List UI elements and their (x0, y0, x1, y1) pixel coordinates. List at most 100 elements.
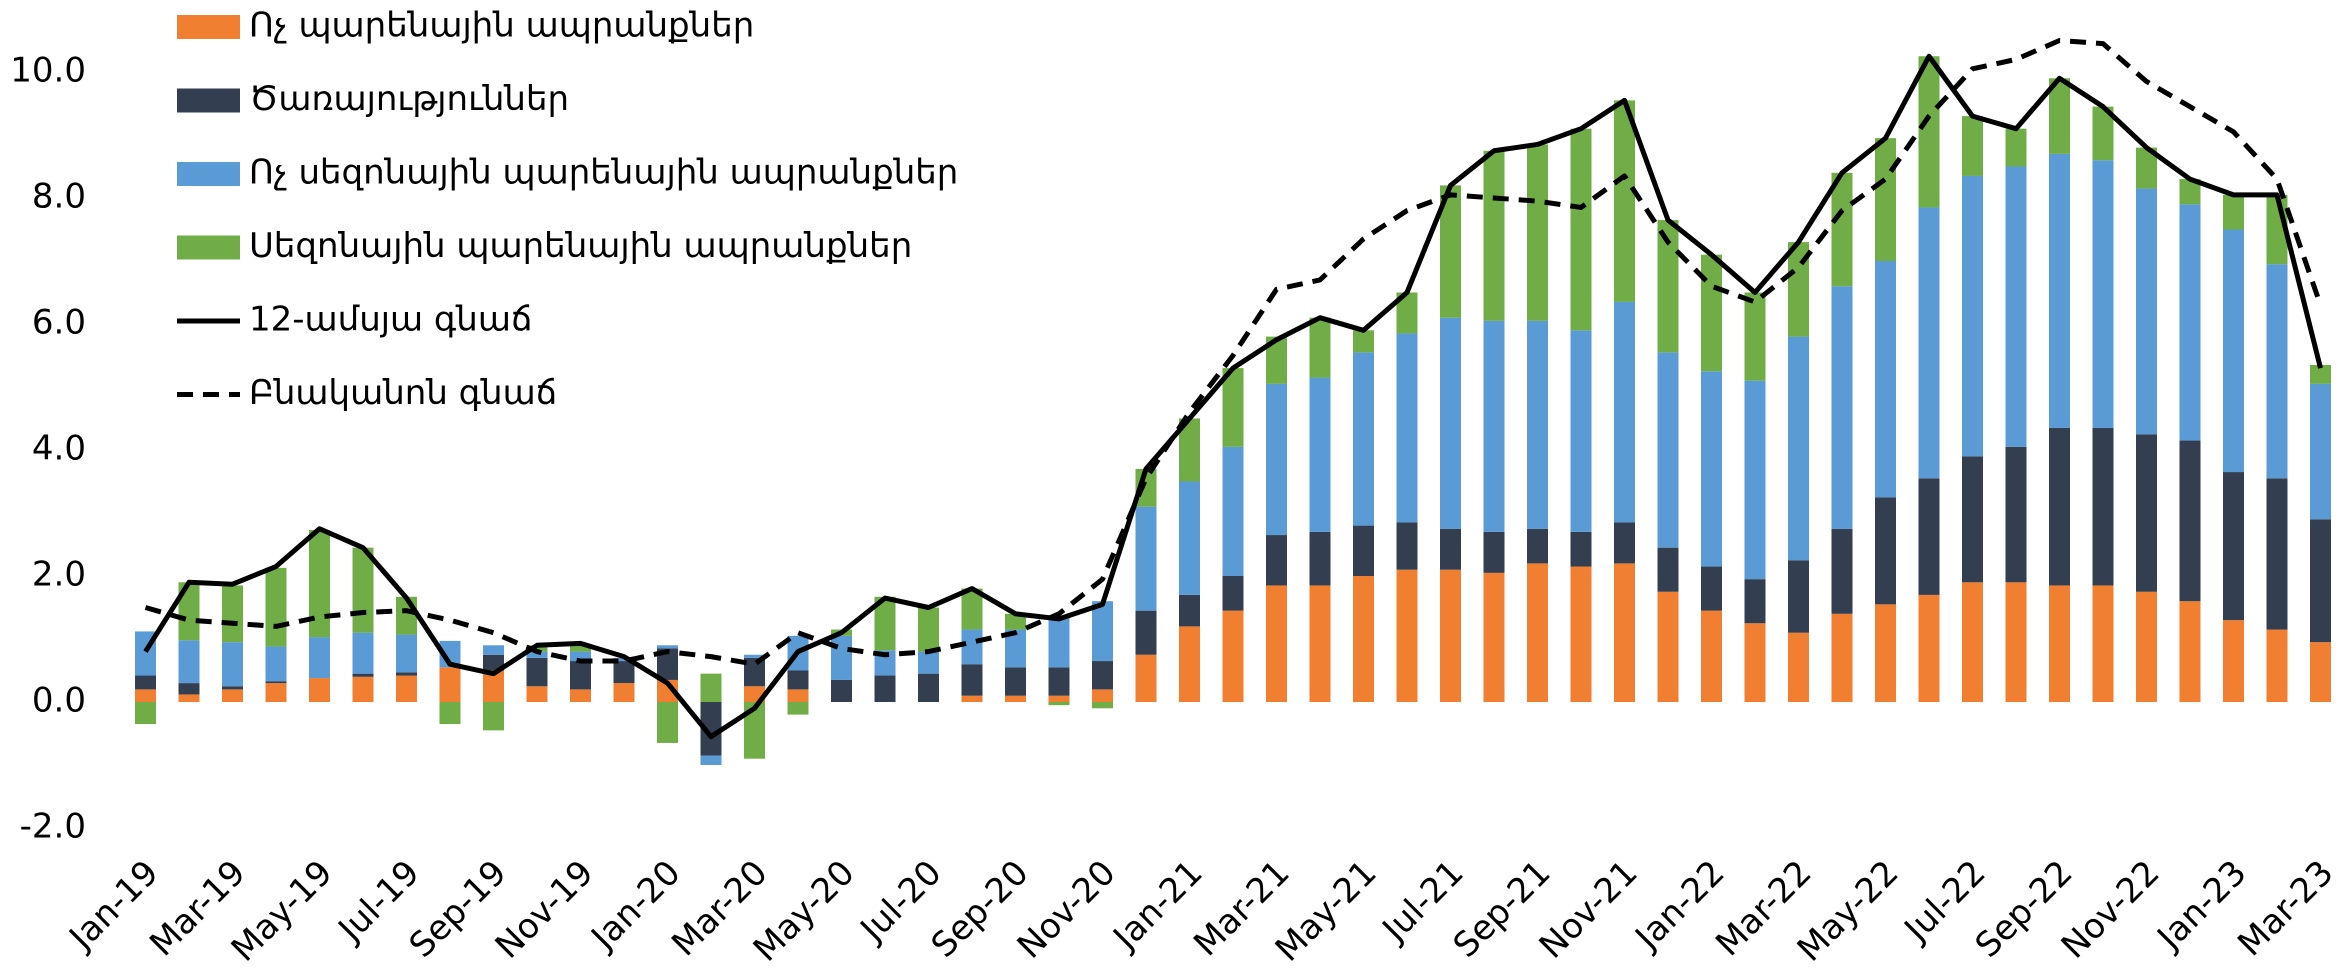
bar-segment (874, 675, 896, 702)
bar-segment (265, 646, 287, 682)
bar-segment (1483, 150, 1505, 321)
bar-segment (1701, 371, 1722, 567)
bar-segment (135, 675, 156, 690)
bar-segment (1048, 616, 1070, 668)
bar-segment (526, 686, 548, 702)
bar-segment (222, 642, 243, 687)
bar-segment (1701, 254, 1722, 372)
x-tick-label: Nov-20 (1010, 853, 1124, 967)
bar-segment (1614, 522, 1635, 564)
bar-segment (1440, 317, 1461, 529)
bar-segment (1875, 604, 1896, 702)
x-tick-label: Nov-19 (488, 853, 602, 967)
bar-segment (1179, 481, 1200, 595)
bar-segment (613, 683, 635, 702)
bar-segment (918, 607, 939, 652)
bar-segment (222, 686, 243, 690)
bar-segment (700, 673, 722, 702)
bar-segment (1092, 702, 1113, 709)
bar-segment (1744, 380, 1766, 580)
bar-segment (222, 585, 243, 643)
bar-segment (1396, 292, 1418, 334)
bar-segment (135, 702, 156, 725)
bar-segment (657, 702, 678, 743)
bar-segment (1744, 292, 1766, 381)
bar-segment (1657, 591, 1679, 702)
bar-segment (700, 755, 722, 765)
bar-segment (2136, 591, 2157, 702)
bar-segment (1222, 368, 1244, 447)
legend-swatch (177, 162, 240, 186)
bar-segment (570, 645, 591, 652)
bar-segment (1179, 418, 1200, 482)
bar-segment (1135, 654, 1157, 702)
bar-segment (2310, 383, 2331, 520)
bar-segment (1309, 531, 1331, 586)
bar-segment (1918, 56, 1940, 208)
y-tick-label: 4.0 (32, 429, 86, 469)
bar-segment (2092, 585, 2114, 702)
bar-segment (1614, 100, 1635, 302)
bar-segment (1353, 525, 1374, 576)
bar-segment (961, 629, 983, 665)
bar-segment (2049, 153, 2070, 428)
y-tick-label: 8.0 (32, 177, 86, 217)
bar-segment (483, 654, 504, 671)
legend-label: 12-ամսյա գնաճ (249, 300, 532, 340)
line (144, 38, 2323, 667)
legend-label: Ծառայություններ (249, 79, 569, 119)
bar-segment (744, 654, 765, 658)
bar-segment (2179, 440, 2201, 602)
bar-segment (1179, 594, 1200, 627)
legend-swatch (177, 88, 240, 113)
bar-segment (570, 689, 591, 702)
bar-segment (2310, 364, 2331, 384)
legend-label: Սեզոնային պարենային ապրանքներ (249, 226, 912, 266)
bar-segment (2005, 128, 2027, 167)
bar-segment (1962, 456, 1983, 583)
bar-segment (1527, 528, 1548, 564)
bar-segment (1918, 478, 1940, 595)
bar-segment (396, 672, 417, 676)
bar-segment (1266, 535, 1287, 586)
bar-segment (2049, 585, 2070, 702)
bar-segment (1266, 336, 1287, 384)
bar-segment (961, 664, 983, 696)
bar-segment (2005, 446, 2027, 583)
bar-segment (1483, 320, 1505, 532)
bar-segment (1309, 317, 1331, 378)
bar-segment (1222, 446, 1244, 576)
bar-segment (2092, 106, 2114, 161)
bar-segment (1483, 572, 1505, 702)
bar-segment (1657, 352, 1679, 548)
bar-segment (483, 670, 504, 702)
bar-segment (1048, 702, 1070, 706)
bar-segment (1266, 383, 1287, 536)
bar-segment (1701, 610, 1722, 702)
bar-segment (222, 689, 243, 702)
legend-label: Ոչ պարենային ապրանքներ (249, 6, 754, 46)
bar-segment (178, 683, 200, 695)
bar-segment (135, 689, 156, 702)
bar-segment (1179, 626, 1200, 702)
bar-segment (2223, 620, 2244, 702)
bar-segment (1222, 610, 1244, 702)
bar-segment (1222, 576, 1244, 611)
bar-segment (352, 673, 374, 677)
bar-segment (1005, 613, 1026, 630)
bar-segment (787, 702, 809, 715)
bar-segment (2266, 629, 2288, 702)
bar-segment (1353, 330, 1374, 353)
bar-segment (1570, 531, 1592, 567)
bar-segment (1657, 547, 1679, 592)
bar-segment (744, 702, 765, 759)
bar-segment (1875, 497, 1896, 605)
legend-label: Բնականոն գնաճ (249, 373, 557, 413)
bar-segment (613, 661, 635, 684)
bar-segment (1875, 138, 1896, 261)
bar-segment (1440, 569, 1461, 702)
bar-segment (2179, 204, 2201, 441)
x-tick-label: Nov-21 (1532, 853, 1646, 967)
bar-segment (1701, 566, 1722, 611)
